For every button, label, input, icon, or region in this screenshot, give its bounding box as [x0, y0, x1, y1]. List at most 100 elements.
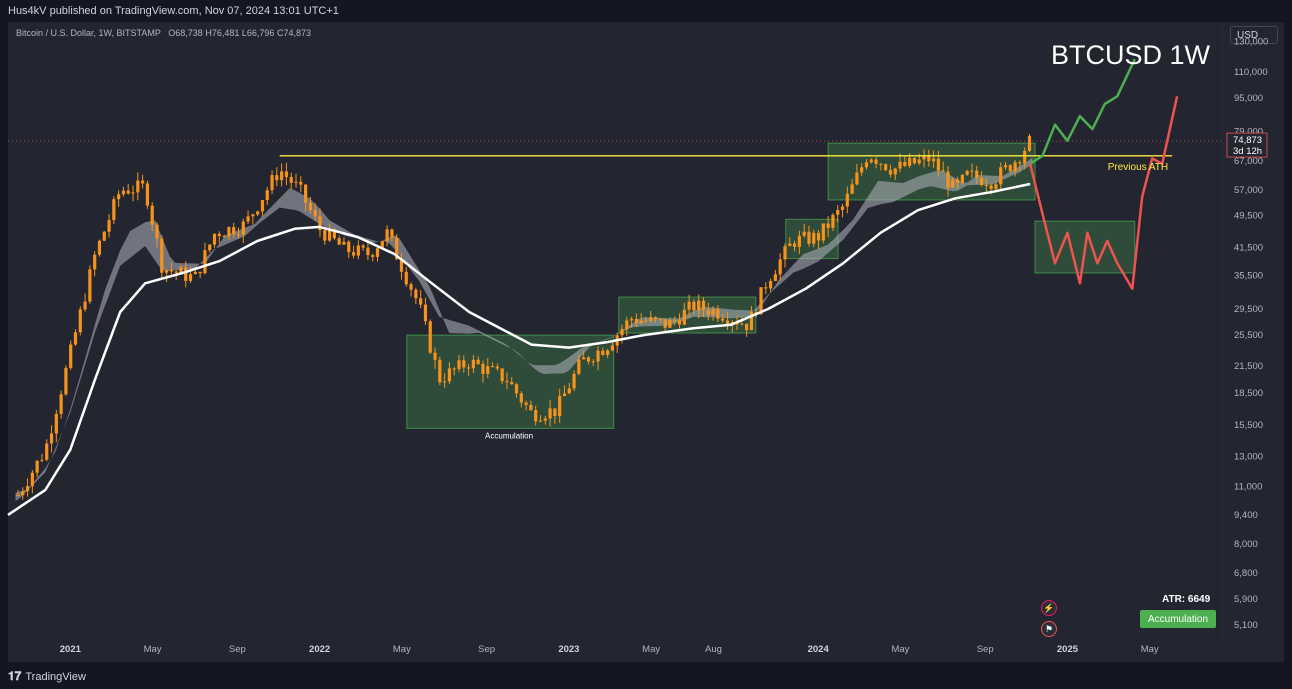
last-price-box	[1226, 132, 1268, 158]
candle-body	[1003, 165, 1008, 168]
candle-body	[999, 167, 1003, 185]
candle-body	[256, 211, 260, 215]
candle-body	[908, 157, 912, 166]
candle-body	[711, 309, 715, 315]
y-tick-label: 21,500	[1234, 361, 1263, 372]
candle-body	[443, 381, 447, 383]
high-value: 76,481	[211, 28, 240, 38]
y-tick-label: 35,500	[1234, 271, 1263, 282]
candle-body	[208, 244, 212, 251]
candle-body	[792, 243, 797, 247]
candle-body	[788, 243, 792, 247]
candle-body	[567, 388, 571, 394]
y-tick-label: 6,800	[1234, 568, 1258, 579]
candle-body	[994, 184, 998, 189]
y-tick-label: 79,000	[1234, 126, 1263, 137]
candle-body	[260, 200, 265, 212]
candle-body	[251, 214, 255, 217]
tradingview-logo[interactable]: 𝟏𝟕 TradingView	[8, 669, 86, 684]
y-tick-label: 110,000	[1234, 67, 1268, 78]
candle-body	[102, 231, 106, 241]
candle-body	[514, 384, 519, 394]
candle-body	[375, 248, 380, 257]
x-tick-label: 2024	[808, 644, 830, 655]
candle-body	[222, 236, 226, 238]
candle-body	[749, 311, 754, 331]
candle-body	[193, 271, 197, 275]
candle-body	[64, 367, 68, 395]
candle-body	[538, 420, 543, 422]
candle-body	[462, 360, 466, 368]
candle-body	[414, 289, 418, 299]
flag-icon[interactable]: ⚑	[1041, 621, 1057, 637]
candle-body	[558, 396, 562, 416]
candle-body	[639, 320, 643, 324]
currency-button[interactable]: USD	[1230, 26, 1278, 44]
candle-body	[59, 394, 63, 414]
candle-body	[653, 317, 658, 319]
candle-body	[332, 229, 336, 239]
candle-body	[150, 205, 154, 225]
candle-body	[141, 180, 145, 184]
candle-body	[764, 287, 768, 289]
candle-body	[840, 206, 845, 210]
lightning-icon[interactable]: ⚡	[1041, 600, 1057, 616]
candle-body	[203, 250, 207, 274]
footer-bar	[0, 662, 1292, 689]
candle-body	[433, 352, 437, 360]
candle-body	[673, 320, 677, 322]
candle-body	[927, 155, 931, 162]
candle-body	[423, 304, 428, 322]
candle-body	[476, 359, 480, 365]
candle-body	[112, 199, 116, 221]
candle-body	[217, 233, 221, 237]
candle-body	[658, 318, 662, 320]
candle-body	[361, 245, 365, 248]
candle-body	[438, 359, 442, 383]
previous-ath-label: Previous ATH	[1108, 162, 1168, 173]
y-tick-label: 130,000	[1234, 37, 1268, 48]
candle-body	[701, 300, 706, 310]
candle-body	[984, 185, 988, 187]
candle-body	[946, 171, 950, 188]
candle-body	[644, 320, 648, 322]
candle-body	[327, 229, 332, 241]
candle-body	[836, 209, 840, 215]
candle-body	[399, 259, 404, 272]
candle-body	[965, 170, 969, 175]
fast-ma-band	[15, 157, 1033, 502]
candle-body	[821, 223, 825, 241]
candle-body	[69, 344, 73, 368]
y-tick-label: 29,500	[1234, 304, 1263, 315]
candle-body	[49, 433, 54, 444]
candle-body	[121, 190, 126, 195]
close-label: C	[276, 28, 284, 38]
candle-body	[831, 214, 835, 228]
candle-body	[356, 245, 360, 256]
candle-body	[93, 254, 97, 270]
candle-body	[169, 270, 173, 272]
candle-body	[629, 318, 634, 321]
close-value: 74,873	[283, 28, 311, 38]
candle-body	[54, 413, 58, 434]
candle-body	[246, 216, 250, 222]
candle-body	[874, 159, 878, 164]
candle-body	[505, 381, 509, 383]
candle-body	[466, 367, 471, 369]
y-tick-label: 41,500	[1234, 242, 1263, 253]
x-tick-label: Sep	[977, 644, 994, 655]
accumulation-badge[interactable]: Accumulation	[1140, 610, 1216, 628]
candle-body	[529, 404, 533, 411]
candle-body	[884, 164, 888, 170]
candle-body	[826, 223, 830, 228]
candle-body	[759, 287, 763, 315]
candle-body	[404, 271, 408, 285]
candle-body	[40, 459, 44, 461]
candle-body	[524, 402, 528, 405]
candle-body	[869, 159, 873, 163]
candle-body	[131, 192, 135, 194]
chart-panel[interactable]	[8, 22, 1284, 662]
candle-body	[179, 267, 183, 273]
candle-body	[706, 309, 710, 315]
